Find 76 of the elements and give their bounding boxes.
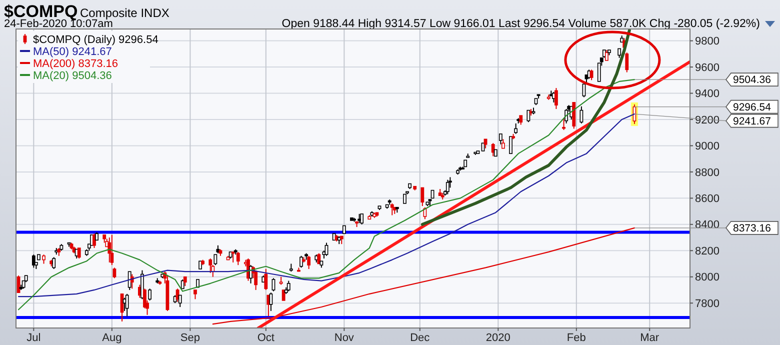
candlestick bbox=[208, 258, 212, 274]
candlestick bbox=[148, 288, 152, 301]
candlestick bbox=[390, 202, 394, 216]
annotation: 9296.54 bbox=[733, 102, 772, 114]
y-tick-label: 9800 bbox=[695, 36, 720, 48]
candlestick bbox=[498, 133, 502, 145]
x-tick-label: Dec bbox=[410, 332, 430, 344]
candlestick bbox=[590, 69, 594, 81]
candlestick bbox=[582, 84, 586, 98]
candlestick bbox=[484, 138, 488, 149]
y-tick-label: 8200 bbox=[695, 245, 720, 258]
y-tick-label: 8000 bbox=[695, 272, 720, 284]
candlestick bbox=[183, 276, 187, 287]
y-tick-label: 7800 bbox=[695, 298, 720, 310]
y-tick-label: 9400 bbox=[695, 88, 720, 100]
x-tick-label: 2020 bbox=[486, 332, 510, 344]
x-tick-label: Mar bbox=[640, 332, 660, 344]
chart-subtitle: Composite INDX bbox=[80, 6, 170, 20]
legend-label: MA(50) 9241.67 bbox=[33, 46, 112, 58]
candlestick bbox=[264, 268, 268, 290]
candlestick bbox=[92, 233, 96, 249]
candlestick bbox=[420, 187, 424, 207]
candlestick bbox=[360, 213, 364, 225]
candlestick bbox=[509, 136, 512, 154]
candlestick bbox=[554, 88, 558, 110]
line-series bbox=[420, 29, 631, 226]
x-tick-label: Oct bbox=[257, 332, 274, 344]
y-tick-label: 8400 bbox=[695, 219, 720, 232]
y-tick-label: 8800 bbox=[695, 166, 720, 179]
candlestick bbox=[176, 288, 180, 302]
candlestick bbox=[618, 48, 622, 58]
line-series bbox=[212, 227, 636, 325]
y-tick-label: 9000 bbox=[695, 140, 720, 153]
x-tick-label: Aug bbox=[102, 332, 122, 344]
x-tick-label: Nov bbox=[334, 332, 354, 344]
annotation: Open 9188.44 High 9314.57 Low 9166.01 Last 9296.54 Volume 587.0K Chg -280.05 (-2.92%) bbox=[282, 18, 760, 30]
candlestick bbox=[403, 194, 406, 204]
legend-label: MA(200) 8373.16 bbox=[33, 58, 118, 70]
candlestick bbox=[514, 122, 518, 134]
candlestick bbox=[282, 290, 286, 301]
candlestick bbox=[125, 293, 129, 317]
candlestick bbox=[572, 102, 576, 130]
candlestick bbox=[272, 278, 276, 292]
annotation: 9241.67 bbox=[733, 116, 772, 128]
candlestick bbox=[491, 142, 495, 157]
candlestick bbox=[300, 255, 303, 268]
annotation: 9504.36 bbox=[733, 74, 772, 86]
legend-label: $COMPQ (Daily) 9296.54 bbox=[33, 34, 158, 46]
candlestick bbox=[108, 237, 112, 263]
candlestick bbox=[423, 206, 427, 220]
candlestick bbox=[562, 118, 566, 130]
candlestick bbox=[110, 234, 114, 266]
annotation: 24-Feb-2020 10:07am bbox=[4, 18, 113, 30]
x-tick-label: Jul bbox=[26, 332, 41, 344]
candlestick bbox=[446, 179, 450, 195]
candlestick bbox=[269, 292, 273, 312]
y-tick-label: 9600 bbox=[695, 62, 720, 74]
candlestick bbox=[317, 252, 321, 264]
chart-title: $COMPQ bbox=[4, 2, 78, 21]
candlestick bbox=[266, 294, 270, 317]
annotation: 8373.16 bbox=[733, 222, 772, 235]
x-tick-label: Sep bbox=[180, 332, 200, 344]
x-tick-label: Feb bbox=[566, 332, 586, 344]
candlestick bbox=[194, 289, 197, 300]
candlestick bbox=[286, 280, 290, 292]
legend-label: MA(20) 9504.36 bbox=[33, 70, 112, 82]
candlestick bbox=[180, 278, 184, 290]
candlestick bbox=[254, 270, 258, 290]
candlestick bbox=[519, 115, 523, 126]
candlestick bbox=[178, 294, 182, 308]
y-tick-label: 9200 bbox=[695, 114, 720, 126]
y-tick-label: 8600 bbox=[695, 193, 720, 206]
candlestick bbox=[52, 256, 56, 270]
candlestick bbox=[324, 242, 328, 256]
candlestick bbox=[112, 267, 116, 279]
candlestick bbox=[90, 234, 94, 246]
